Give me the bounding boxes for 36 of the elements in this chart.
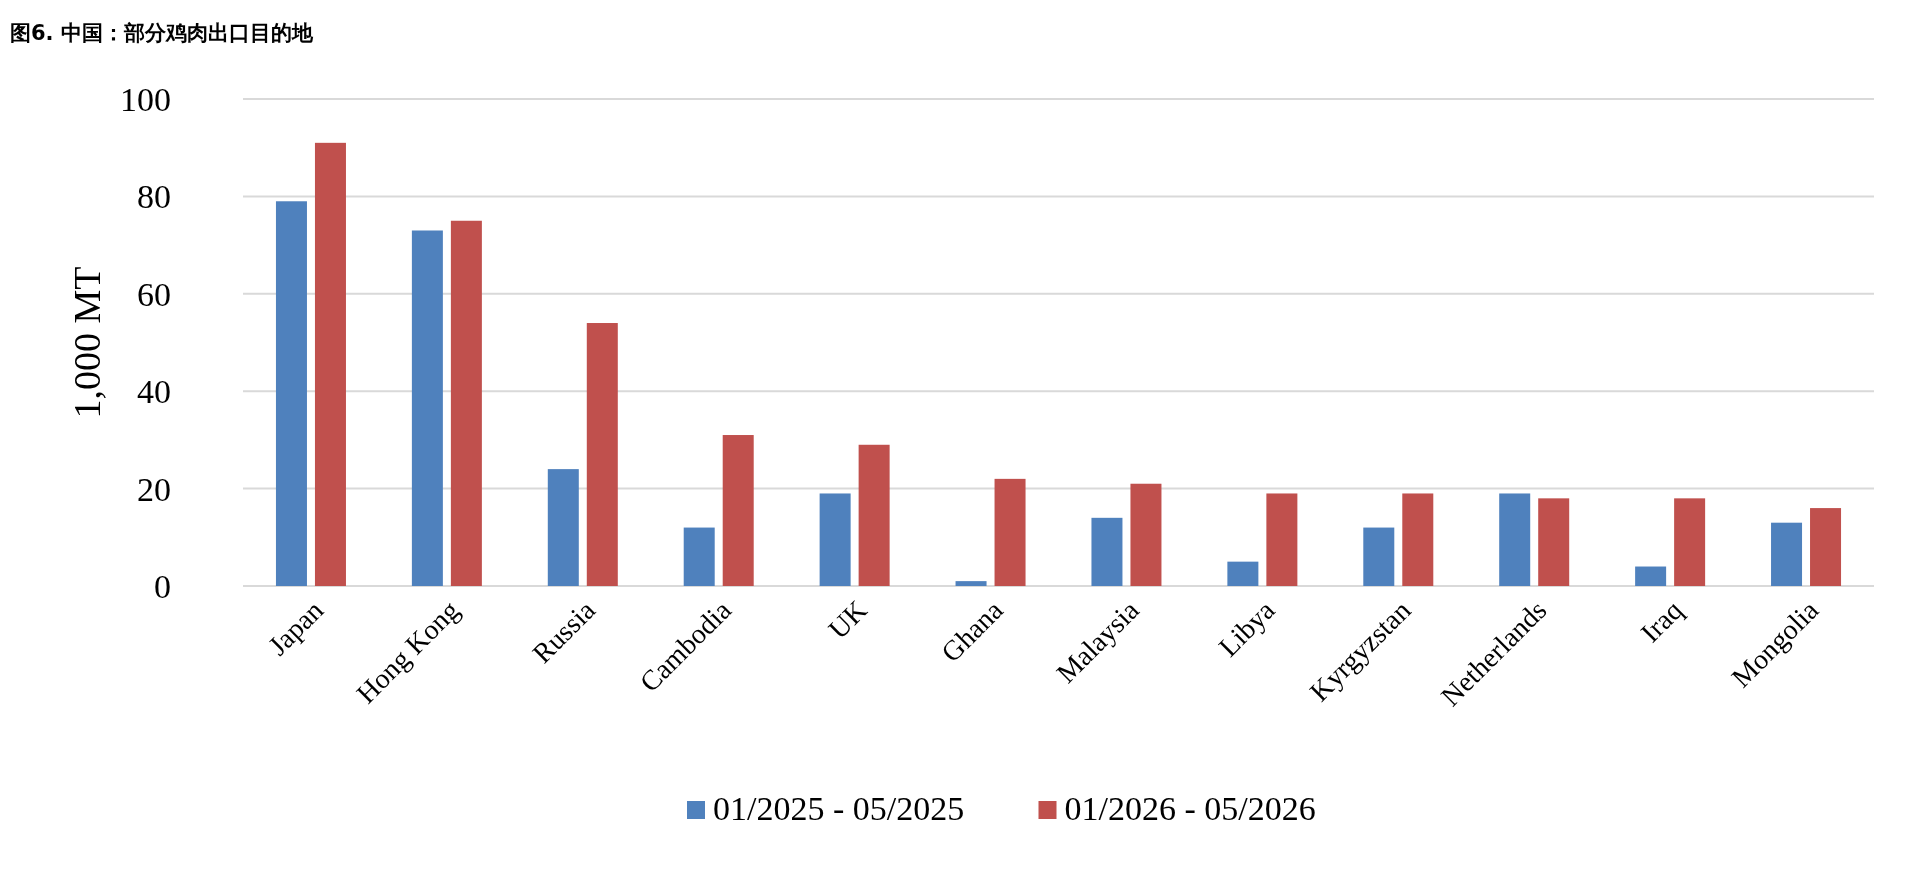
bar [819, 493, 851, 586]
bar [1635, 566, 1667, 586]
bar [314, 142, 346, 586]
bar [450, 220, 482, 586]
y-tick-label: 80 [137, 178, 171, 216]
chart-title: 图6. 中国：部分鸡肉出口目的地 [10, 21, 314, 45]
bar [547, 469, 579, 586]
bar [1363, 527, 1395, 586]
bar [1499, 493, 1531, 586]
y-tick-label: 100 [120, 81, 171, 118]
bar [683, 527, 715, 586]
x-tick-label: UK [822, 594, 873, 645]
y-tick-label: 20 [137, 470, 171, 508]
bar [955, 581, 987, 586]
bar [994, 478, 1026, 586]
bar [1674, 498, 1706, 586]
bar [1227, 561, 1259, 586]
bar [1091, 517, 1123, 586]
bar [411, 230, 443, 586]
bar [722, 435, 754, 586]
y-axis-title: 1,000 MT [66, 266, 108, 419]
bar [1130, 483, 1162, 586]
bar [1402, 493, 1434, 586]
legend-label: 01/2026 - 05/2026 [1064, 790, 1316, 827]
bar [1810, 508, 1842, 586]
y-tick-label: 40 [137, 373, 171, 411]
legend-label: 01/2025 - 05/2025 [713, 790, 965, 827]
x-tick-label: Iraq [1634, 594, 1689, 649]
bar [1538, 498, 1570, 586]
bar [275, 201, 307, 586]
bar [1771, 522, 1803, 586]
y-tick-label: 60 [137, 275, 171, 313]
bar [858, 444, 890, 586]
y-tick-label: 0 [154, 568, 171, 605]
bar [1266, 493, 1298, 586]
bar [586, 323, 618, 586]
